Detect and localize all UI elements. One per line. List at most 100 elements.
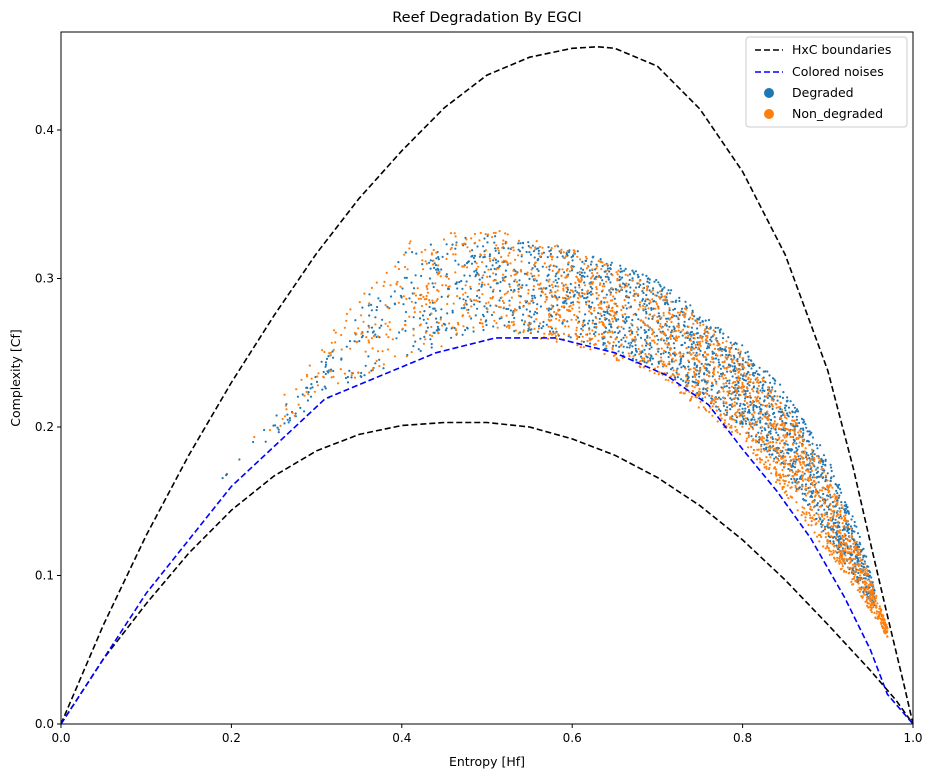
point-3-1688 xyxy=(801,479,805,482)
point-2-1937 xyxy=(701,353,705,357)
point-2-742 xyxy=(537,269,540,273)
point-2-574 xyxy=(661,288,664,291)
point-3-1855 xyxy=(438,270,441,274)
point-3-1180 xyxy=(656,315,659,318)
point-3-1335 xyxy=(776,457,779,460)
point-2-664 xyxy=(699,349,702,352)
point-3-746 xyxy=(770,398,773,401)
point-3-342 xyxy=(559,316,562,319)
point-3-1657 xyxy=(840,503,843,507)
point-2-1320 xyxy=(850,532,854,535)
point-3-2022 xyxy=(773,466,776,469)
point-3-1350 xyxy=(691,314,694,317)
point-2-144 xyxy=(634,353,637,356)
point-3-1792 xyxy=(805,488,808,491)
point-2-673 xyxy=(698,375,701,378)
point-3-850 xyxy=(862,586,865,590)
point-3-1794 xyxy=(665,298,669,301)
point-3-1449 xyxy=(617,269,620,272)
point-3-824 xyxy=(493,319,496,322)
point-3-1821 xyxy=(874,599,877,603)
point-3-281 xyxy=(669,375,673,378)
point-2-1968 xyxy=(619,267,622,270)
point-2-2002 xyxy=(528,251,531,254)
point-2-134 xyxy=(581,260,584,263)
point-2-525 xyxy=(507,307,510,311)
point-2-1006 xyxy=(732,354,736,357)
point-2-856 xyxy=(404,310,408,314)
point-3-213 xyxy=(809,508,812,511)
point-2-629 xyxy=(602,343,605,346)
point-3-1425 xyxy=(508,285,511,288)
point-2-1936 xyxy=(717,396,721,399)
point-3-853 xyxy=(712,370,715,374)
series-non_degraded-points xyxy=(253,230,889,638)
point-3-577 xyxy=(833,556,836,559)
point-3-2192 xyxy=(534,261,537,264)
point-3-1005 xyxy=(742,357,745,360)
point-3-1773 xyxy=(827,547,831,550)
point-2-1156 xyxy=(584,301,588,304)
point-2-1958 xyxy=(286,413,289,416)
point-3-753 xyxy=(828,549,831,552)
point-3-1052 xyxy=(329,354,332,357)
point-3-1901 xyxy=(519,268,523,272)
point-3-1247 xyxy=(483,253,486,256)
point-3-1224 xyxy=(317,372,320,375)
point-2-1984 xyxy=(714,330,717,333)
point-3-1457 xyxy=(782,479,785,482)
point-2-268 xyxy=(652,292,655,295)
point-2-1898 xyxy=(820,457,823,461)
point-2-1919 xyxy=(608,323,611,326)
point-3-1527 xyxy=(594,342,597,346)
point-3-2039 xyxy=(831,516,835,519)
point-2-1589 xyxy=(589,263,593,266)
point-3-1295 xyxy=(853,540,856,543)
point-3-630 xyxy=(716,354,719,357)
point-2-434 xyxy=(547,246,550,249)
point-3-1972 xyxy=(345,312,348,315)
point-2-1648 xyxy=(603,313,606,317)
point-2-1420 xyxy=(788,433,791,436)
point-2-1518 xyxy=(670,360,674,363)
point-3-2167 xyxy=(777,427,781,430)
point-3-1331 xyxy=(622,319,625,322)
point-3-1209 xyxy=(357,371,360,374)
point-2-1820 xyxy=(844,501,847,504)
point-3-118 xyxy=(684,367,687,370)
point-2-798 xyxy=(705,347,709,350)
point-2-300 xyxy=(820,525,823,528)
point-2-1792 xyxy=(346,381,350,384)
point-3-1254 xyxy=(336,382,340,385)
point-2-1193 xyxy=(853,520,856,524)
point-2-963 xyxy=(786,432,789,435)
point-2-332 xyxy=(641,273,644,276)
point-2-1872 xyxy=(870,576,873,579)
point-3-964 xyxy=(601,289,605,292)
point-3-737 xyxy=(731,418,734,421)
point-3-615 xyxy=(711,414,714,417)
point-3-2050 xyxy=(456,321,460,324)
point-2-207 xyxy=(809,490,813,493)
point-3-1303 xyxy=(829,519,832,522)
point-3-1393 xyxy=(826,498,829,501)
point-3-2180 xyxy=(835,536,838,539)
point-3-567 xyxy=(857,564,860,568)
point-3-1218 xyxy=(651,339,654,342)
point-3-1323 xyxy=(864,600,867,603)
point-2-1493 xyxy=(758,405,761,409)
point-3-443 xyxy=(662,360,665,363)
point-2-395 xyxy=(678,296,681,299)
point-2-2193 xyxy=(803,420,806,423)
point-3-839 xyxy=(546,307,549,310)
point-3-927 xyxy=(663,363,666,366)
point-3-1989 xyxy=(673,338,676,341)
point-2-1452 xyxy=(758,397,762,400)
point-2-330 xyxy=(637,318,640,321)
point-2-1543 xyxy=(363,374,366,377)
point-2-1541 xyxy=(331,350,334,353)
point-2-1873 xyxy=(474,275,477,278)
point-3-1385 xyxy=(642,287,645,290)
point-3-2105 xyxy=(436,271,439,274)
